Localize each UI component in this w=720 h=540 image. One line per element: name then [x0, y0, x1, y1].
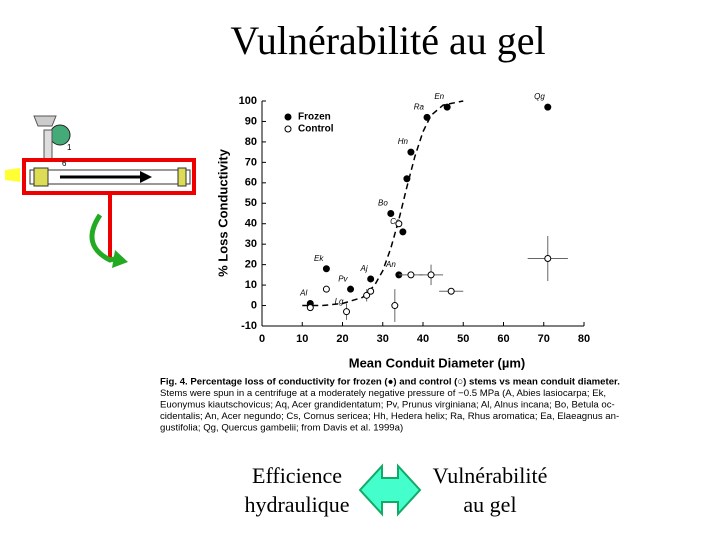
- caption-line: Fig. 4. Percentage loss of conductivity …: [160, 377, 620, 388]
- point-label: En: [434, 92, 444, 101]
- point: [447, 287, 455, 295]
- left-label: Efficience: [252, 463, 342, 488]
- y-tick-label: 90: [245, 115, 257, 127]
- point: [387, 210, 395, 217]
- right-label: Vulnérabilité: [433, 463, 548, 488]
- x-tick-label: 50: [457, 333, 469, 345]
- y-tick-label: 0: [251, 299, 257, 311]
- x-tick-label: 0: [259, 333, 265, 345]
- point-label: Cs: [390, 217, 400, 226]
- y-tick-label: 80: [245, 136, 257, 148]
- point-label: Aj: [360, 264, 368, 273]
- caption-line: Stems were spun in a centrifuge at a mod…: [160, 388, 606, 399]
- point-label: Lg: [335, 297, 344, 306]
- point: [407, 148, 415, 156]
- centrifuge-diagram: 1 6: [5, 115, 196, 268]
- point: [391, 302, 399, 310]
- point: [423, 113, 431, 121]
- y-tick-label: 20: [245, 259, 257, 271]
- double-arrow: [358, 463, 422, 517]
- y-tick-label: 40: [245, 218, 257, 230]
- y-tick-label: 10: [245, 279, 257, 291]
- point: [347, 285, 355, 293]
- point: [343, 308, 351, 316]
- caption-line: gustifolia; Qg, Quercus gambelii; from D…: [160, 423, 403, 434]
- y-tick-label: -10: [241, 320, 257, 332]
- point-label: Bo: [378, 199, 388, 208]
- point: [403, 175, 411, 183]
- slide-title: Vulnérabilité au gel: [230, 18, 545, 63]
- point: [407, 271, 415, 279]
- legend-marker: [284, 113, 292, 121]
- x-tick-label: 20: [336, 333, 348, 345]
- point: [399, 228, 407, 236]
- x-tick-label: 40: [417, 333, 429, 345]
- legend-label: Control: [298, 124, 334, 135]
- point: [367, 287, 375, 295]
- y-tick-label: 50: [245, 197, 257, 209]
- y-tick-label: 70: [245, 156, 257, 168]
- diagram-label: 6: [62, 159, 67, 168]
- point-label: Al: [299, 289, 307, 298]
- point: [443, 103, 451, 111]
- x-tick-label: 60: [497, 333, 509, 345]
- x-tick-label: 80: [578, 333, 590, 345]
- point: [544, 255, 552, 262]
- x-tick-label: 70: [538, 333, 550, 345]
- point: [395, 220, 403, 228]
- x-tick-label: 10: [296, 333, 308, 345]
- right-label: au gel: [463, 492, 516, 517]
- legend-label: Frozen: [298, 112, 331, 123]
- point: [367, 275, 375, 283]
- x-axis-label: Mean Conduit Diameter (µm): [349, 355, 526, 370]
- left-label: hydraulique: [244, 492, 349, 517]
- point: [306, 304, 314, 312]
- point-label: Qg: [534, 92, 545, 101]
- y-tick-label: 100: [239, 95, 257, 107]
- diagram-label: 1: [67, 143, 72, 152]
- y-axis-label: % Loss Conductivity: [215, 148, 230, 277]
- point-label: Ra: [414, 102, 425, 111]
- point-label: An: [385, 260, 396, 269]
- caption-line: Euonymus kiautschovicus; Aq, Acer grandi…: [160, 400, 615, 411]
- point: [322, 285, 330, 293]
- point: [544, 103, 552, 111]
- point-label: Ek: [314, 254, 324, 263]
- point-label: Pv: [338, 274, 348, 283]
- point-label: Hn: [398, 137, 409, 146]
- x-tick-label: 30: [377, 333, 389, 345]
- point: [322, 265, 330, 273]
- caption-line: cidentalis; An, Acer negundo; Cs, Cornus…: [160, 411, 619, 422]
- y-tick-label: 60: [245, 177, 257, 189]
- y-tick-label: 30: [245, 238, 257, 250]
- point: [427, 271, 435, 279]
- legend-marker: [284, 125, 292, 133]
- point: [363, 291, 371, 299]
